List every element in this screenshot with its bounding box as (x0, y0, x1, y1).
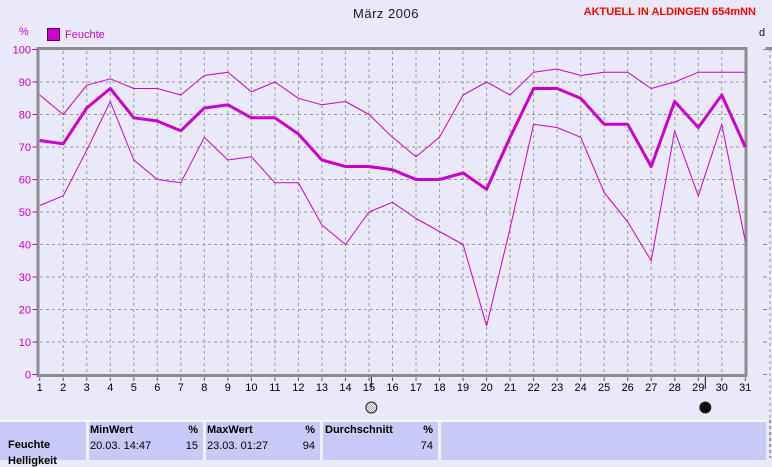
svg-text:80: 80 (19, 110, 31, 122)
y-axis-unit-label: % (19, 26, 29, 38)
svg-text:18: 18 (433, 382, 445, 394)
table-divider (438, 422, 441, 460)
maxwert-unit: % (305, 424, 315, 436)
svg-text:70: 70 (19, 142, 31, 154)
svg-text:30: 30 (716, 382, 728, 394)
svg-text:100: 100 (13, 45, 31, 57)
svg-text:90: 90 (19, 77, 31, 89)
series-line-feuchte (39, 87, 747, 191)
svg-text:20: 20 (19, 305, 31, 317)
svg-text:31: 31 (739, 382, 751, 394)
minwert-timestamp: 20.03. 14:47 (90, 440, 152, 452)
svg-text:22: 22 (527, 382, 539, 394)
summary-table: Feuchte Helligkeit MinWert % 20.03. 14:4… (0, 420, 766, 467)
svg-text:6: 6 (154, 382, 160, 394)
svg-text:17: 17 (410, 382, 422, 394)
svg-text:15: 15 (363, 382, 375, 394)
svg-text:60: 60 (19, 175, 31, 187)
svg-text:20: 20 (480, 382, 492, 394)
page-title: März 2006 (353, 6, 419, 21)
minwert-value: 15 (185, 440, 198, 452)
table-divider (86, 422, 89, 460)
table-divider (320, 422, 323, 460)
gridlines (40, 51, 745, 373)
svg-text:25: 25 (598, 382, 610, 394)
svg-text:19: 19 (457, 382, 469, 394)
table-divider (203, 422, 206, 460)
adjacent-chart-fragment-lower (769, 420, 771, 458)
svg-text:24: 24 (575, 382, 587, 394)
svg-text:16: 16 (386, 382, 398, 394)
legend-label: Feuchte (65, 28, 105, 41)
svg-text:26: 26 (622, 382, 634, 394)
y-axis: 0 10 20 30 40 50 60 70 80 90 100 (13, 45, 37, 382)
svg-text:23: 23 (551, 382, 563, 394)
svg-text:27: 27 (645, 382, 657, 394)
durchschnitt-unit: % (423, 424, 433, 436)
maxwert-header: MaxWert (207, 424, 253, 436)
svg-text:10: 10 (19, 337, 31, 349)
svg-text:11: 11 (269, 382, 280, 394)
maxwert-timestamp: 23.03. 01:27 (207, 440, 269, 452)
svg-text:14: 14 (339, 382, 351, 394)
x-axis: 1 2 3 4 5 6 7 8 9 10 11 12 13 14 15 16 17 18 19 20 21 22 23 24 2… (37, 377, 751, 394)
svg-text:29: 29 (692, 382, 704, 394)
svg-text:8: 8 (201, 382, 207, 394)
svg-text:0: 0 (25, 370, 31, 382)
svg-text:4: 4 (107, 382, 113, 394)
svg-text:50: 50 (19, 207, 31, 219)
table-row-label: Feuchte (8, 439, 51, 451)
svg-text:3: 3 (84, 382, 90, 394)
legend-color-swatch-icon (47, 28, 60, 41)
legend: Feuchte (47, 28, 105, 41)
svg-text:1: 1 (37, 382, 43, 394)
durchschnitt-value: 74 (420, 440, 433, 452)
minwert-header: MinWert (90, 424, 134, 436)
svg-text:2: 2 (60, 382, 66, 394)
table-next-row-label-clipped: Helligkeit (8, 455, 57, 467)
maxwert-value: 94 (302, 440, 315, 452)
svg-text:10: 10 (245, 382, 257, 394)
svg-text:5: 5 (131, 382, 137, 394)
durchschnitt-cell: Durchschnitt % 74 (325, 422, 433, 460)
svg-text:13: 13 (316, 382, 328, 394)
svg-text:40: 40 (19, 240, 31, 252)
station-notice: AKTUELL IN ALDINGEN 654mNN (583, 6, 756, 18)
svg-text:7: 7 (178, 382, 184, 394)
maxwert-cell: MaxWert % 23.03. 01:27 94 (207, 422, 315, 460)
svg-text:28: 28 (669, 382, 681, 394)
minwert-cell: MinWert % 20.03. 14:47 15 (90, 422, 198, 460)
full-moon-icon (365, 401, 378, 414)
adjacent-chart-fragment (763, 47, 772, 420)
svg-text:12: 12 (292, 382, 304, 394)
adjacent-chart-axis-label: d (759, 27, 766, 39)
svg-text:21: 21 (504, 382, 516, 394)
series-line-minimum (39, 101, 746, 327)
minwert-unit: % (188, 424, 198, 436)
svg-text:9: 9 (225, 382, 231, 394)
series-line-maximum (39, 68, 746, 158)
new-moon-icon (699, 401, 712, 414)
svg-text:30: 30 (19, 272, 31, 284)
durchschnitt-header: Durchschnitt (325, 424, 393, 436)
plot-border (36, 47, 748, 377)
